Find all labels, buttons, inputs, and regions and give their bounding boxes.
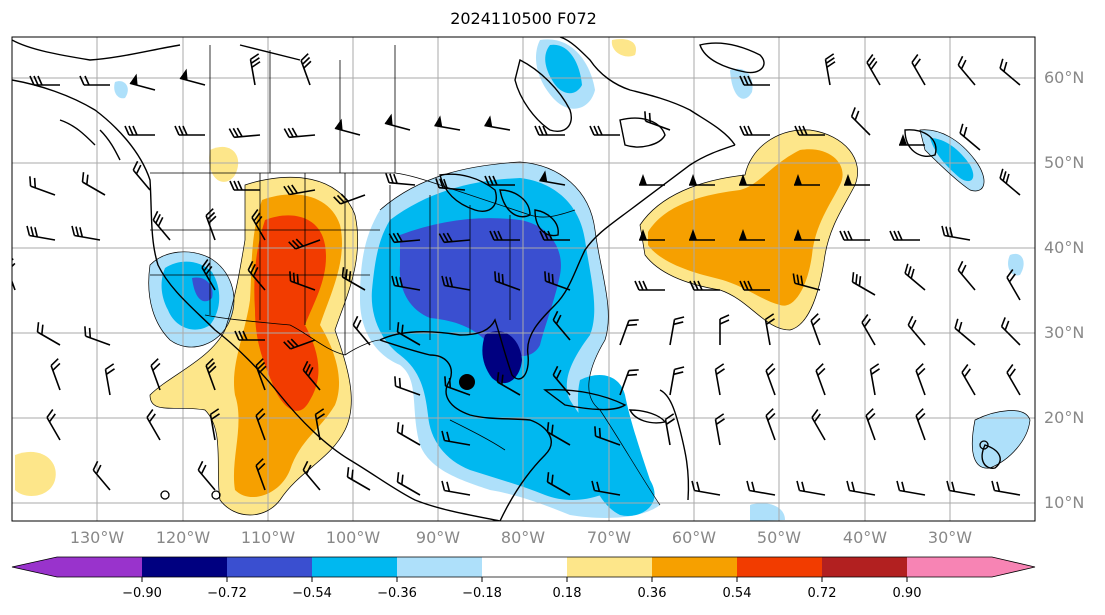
colorbar-outline bbox=[11, 556, 1036, 578]
colorbar-bin bbox=[312, 557, 397, 577]
lon-label-70w: 70°W bbox=[586, 528, 632, 547]
colorbar-under-arrow bbox=[12, 557, 57, 577]
lon-label-30w: 30°W bbox=[927, 528, 973, 547]
lat-label-40n: 40°N bbox=[1044, 238, 1085, 257]
lat-label-30n: 30°N bbox=[1044, 323, 1085, 342]
contour-lines bbox=[148, 129, 1031, 516]
lat-label-20n: 20°N bbox=[1044, 408, 1085, 427]
lat-label-50n: 50°N bbox=[1044, 153, 1085, 172]
colorbar-tick: −0.18 bbox=[462, 586, 502, 601]
colorbar-bin bbox=[142, 557, 227, 577]
graticule bbox=[12, 37, 1035, 521]
colorbar-tick: −0.90 bbox=[122, 586, 162, 601]
colorbar-bin bbox=[482, 557, 567, 577]
colorbar-bin bbox=[227, 557, 312, 577]
colorbar-bin bbox=[737, 557, 822, 577]
colorbar-tick: −0.54 bbox=[292, 586, 332, 601]
political-borders bbox=[150, 45, 576, 451]
colorbar-tick: −0.72 bbox=[207, 586, 247, 601]
lon-label-60w: 60°W bbox=[671, 528, 717, 547]
map-frame bbox=[11, 36, 1036, 522]
colorbar-tick: 0.90 bbox=[892, 586, 922, 601]
lon-label-130w: 130°W bbox=[69, 528, 125, 547]
colorbar-bin bbox=[652, 557, 737, 577]
lon-label-40w: 40°W bbox=[842, 528, 888, 547]
colorbar-over-arrow bbox=[992, 557, 1035, 577]
center-marker bbox=[459, 374, 475, 390]
colorbar-bin bbox=[567, 557, 652, 577]
colorbar-tick: 0.72 bbox=[807, 586, 837, 601]
colorbar bbox=[11, 556, 1036, 582]
colorbar-tick: 0.54 bbox=[722, 586, 752, 601]
lon-label-110w: 110°W bbox=[240, 528, 296, 547]
station-marker bbox=[160, 490, 170, 500]
lat-label-10n: 10°N bbox=[1044, 493, 1085, 512]
colorbar-tick: 0.18 bbox=[552, 586, 582, 601]
colorbar-bin bbox=[57, 557, 142, 577]
station-marker bbox=[979, 440, 989, 450]
lon-label-80w: 80°W bbox=[500, 528, 546, 547]
negative-anomaly-regions bbox=[114, 39, 1030, 521]
lat-label-60n: 60°N bbox=[1044, 68, 1085, 87]
lon-label-90w: 90°W bbox=[415, 528, 461, 547]
lon-label-100w: 100°W bbox=[325, 528, 381, 547]
lon-label-120w: 120°W bbox=[155, 528, 211, 547]
lon-label-50w: 50°W bbox=[756, 528, 802, 547]
colorbar-tick: 0.36 bbox=[637, 586, 667, 601]
colorbar-tick: −0.36 bbox=[377, 586, 417, 601]
colorbar-bin bbox=[907, 557, 992, 577]
colorbar-bin bbox=[397, 557, 482, 577]
colorbar-bin bbox=[822, 557, 907, 577]
map-title: 2024110500 F072 bbox=[450, 9, 597, 28]
station-marker bbox=[211, 490, 221, 500]
coastlines bbox=[12, 37, 1001, 521]
